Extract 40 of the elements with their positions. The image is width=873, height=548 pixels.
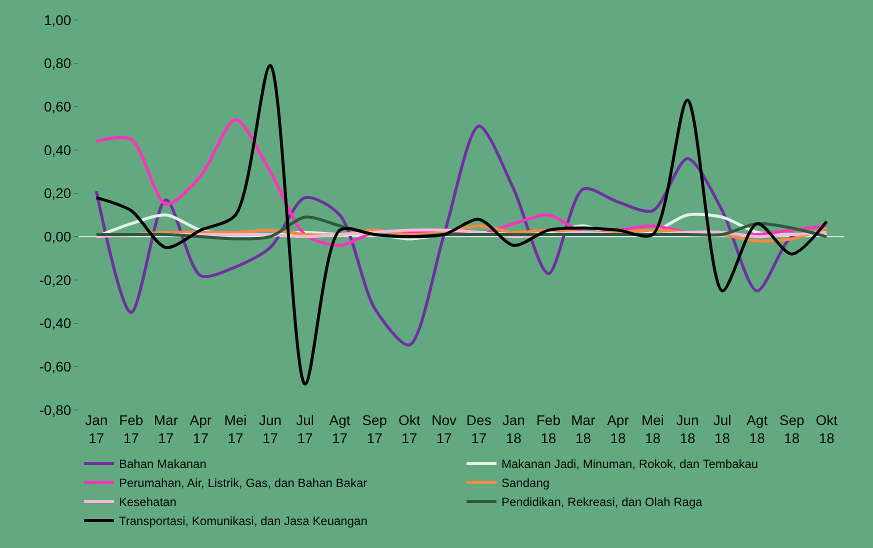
x-tick-label: Jul 17: [296, 412, 314, 446]
x-tick-label: Sep 18: [779, 412, 805, 446]
x-tick-label: Agt 17: [329, 412, 350, 446]
y-tick-label: 1,00: [44, 12, 72, 28]
y-tick-label: 0,40: [44, 142, 72, 158]
x-tick-label: Apr 18: [607, 412, 630, 446]
x-tick-label: Jan 17: [85, 412, 108, 446]
x-tick-label: Feb 17: [119, 412, 144, 446]
x-tick-label: Agt 18: [746, 412, 768, 446]
x-tick-label: Okt 17: [398, 412, 420, 446]
x-tick-label: Mar 17: [154, 412, 178, 446]
legend-label: Transportasi, Komunikasi, dan Jasa Keuangan: [119, 514, 368, 528]
x-tick-label: Jan 18: [502, 412, 525, 446]
legend-label: Bahan Makanan: [119, 457, 206, 472]
y-tick-label: -0,40: [39, 315, 72, 332]
x-tick-label: Apr 17: [190, 412, 212, 446]
x-tick-label: Mei 17: [224, 412, 247, 446]
y-tick-label: -0,20: [39, 272, 72, 288]
x-tick-label: Feb 18: [536, 412, 561, 446]
legend-label: Sandang: [502, 476, 550, 490]
y-tick-label: 0,80: [44, 55, 72, 72]
x-tick-label: Jun 17: [258, 412, 282, 446]
y-tick-label: -0,60: [39, 358, 72, 375]
y-tick-label: -0,80: [39, 402, 72, 418]
x-tick-label: Jul 18: [713, 412, 732, 446]
line-series: [94, 64, 828, 386]
legend-label: Perumahan, Air, Listrik, Gas, dan Bahan Bakar: [119, 476, 368, 490]
x-tick-label: Jun 18: [676, 412, 699, 446]
y-tick-label: 0,00: [44, 228, 72, 245]
legend-label: Pendidikan, Rekreasi, dan Olah Raga: [502, 495, 703, 510]
y-tick-label: 0,60: [44, 98, 72, 115]
x-tick-label: Okt 18: [816, 412, 838, 446]
x-tick-label: Sep 17: [362, 412, 388, 446]
legend-label: Kesehatan: [119, 495, 176, 510]
legend-label: Makanan Jadi, Minuman, Rokok, dan Tembakau: [502, 457, 758, 472]
x-tick-label: Mar 18: [571, 412, 596, 446]
y-tick-label: 0,20: [44, 185, 72, 202]
x-tick-label: Mei 18: [641, 412, 664, 446]
x-tick-label: Nov 17: [432, 412, 457, 446]
x-tick-label: Des 17: [466, 412, 492, 446]
